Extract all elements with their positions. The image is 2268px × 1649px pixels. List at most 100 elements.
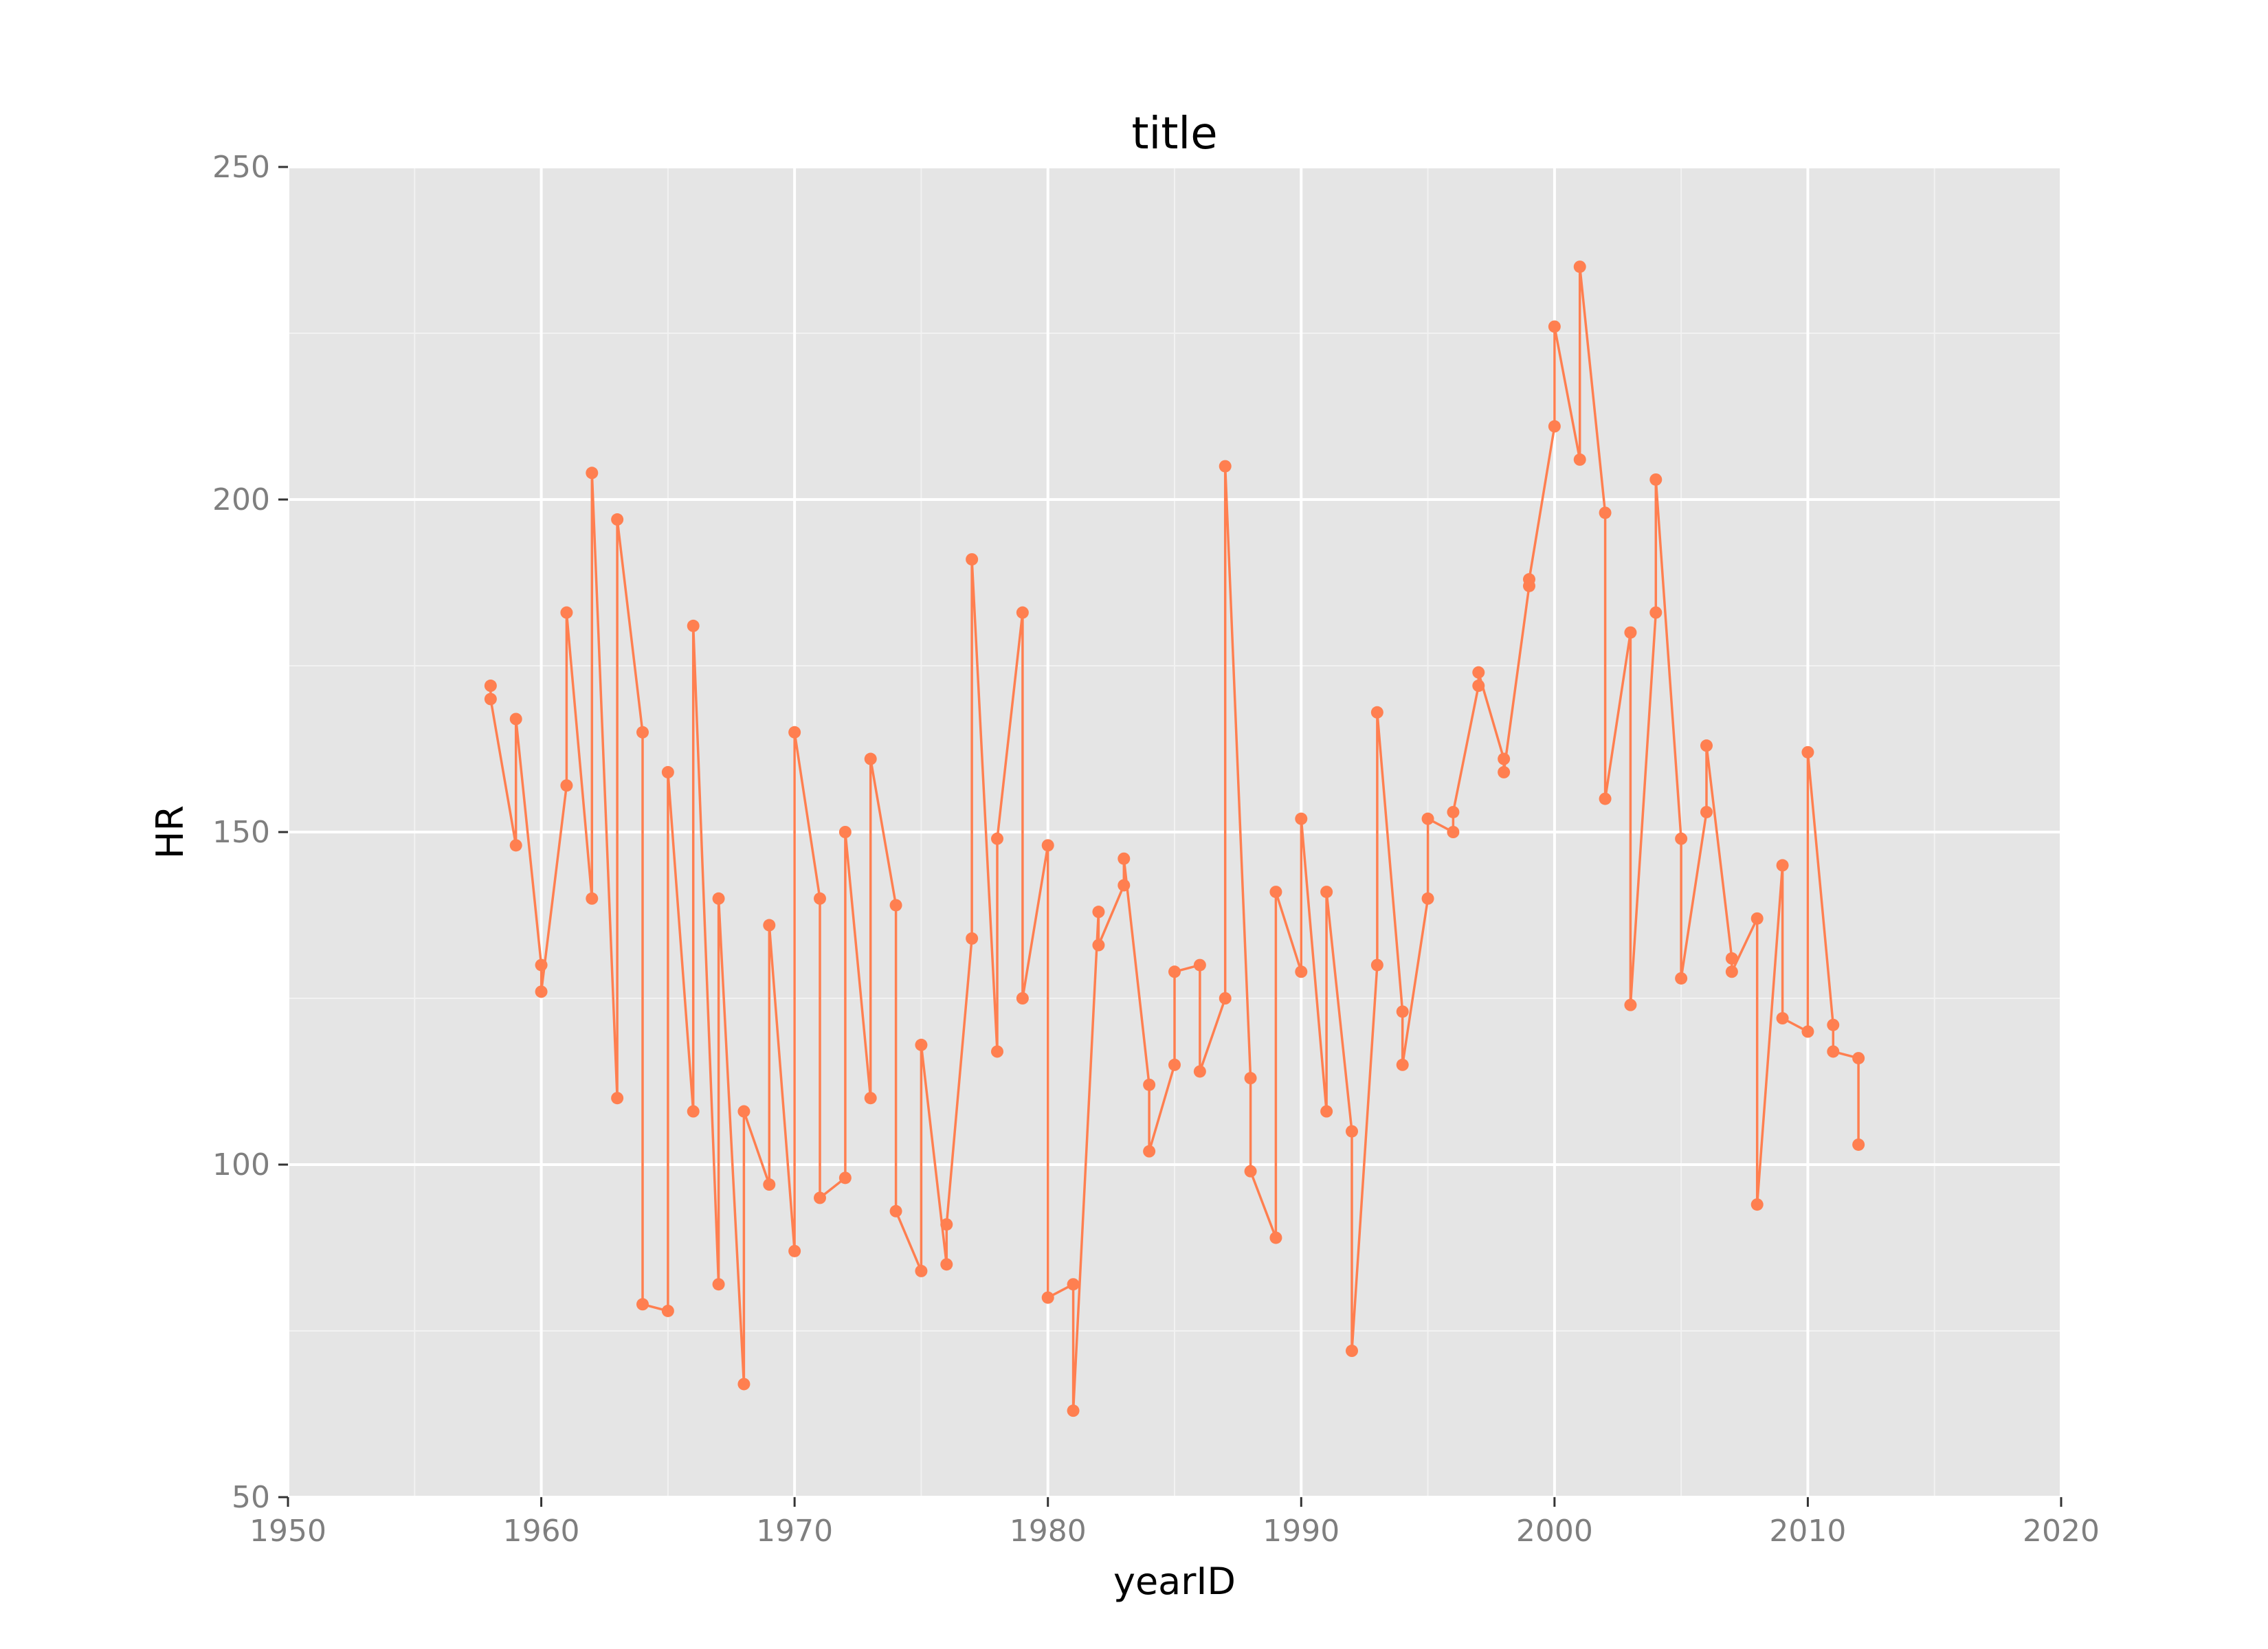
data-point bbox=[1016, 992, 1029, 1005]
data-point bbox=[1320, 1105, 1333, 1118]
x-tick-label: 2000 bbox=[1516, 1514, 1593, 1549]
data-point bbox=[1599, 506, 1612, 519]
data-point bbox=[1700, 805, 1713, 818]
data-point bbox=[560, 779, 573, 792]
data-point bbox=[763, 1178, 776, 1191]
axes: 1950 1960 1970 1980 1990 2000 2010 2020 50 100 150… bbox=[212, 150, 2100, 1549]
data-point bbox=[1725, 965, 1738, 978]
data-point bbox=[1523, 573, 1535, 586]
data-point bbox=[1700, 739, 1713, 752]
data-point bbox=[687, 619, 700, 632]
x-tick-label: 1990 bbox=[1263, 1514, 1339, 1549]
data-point bbox=[1219, 992, 1232, 1005]
data-point bbox=[1447, 805, 1460, 818]
data-point bbox=[940, 1218, 953, 1231]
series-line bbox=[489, 265, 1860, 1412]
data-point bbox=[1801, 1025, 1814, 1038]
data-point bbox=[1776, 859, 1789, 872]
data-point bbox=[560, 606, 573, 619]
data-point bbox=[1092, 906, 1105, 919]
data-point bbox=[1827, 1045, 1840, 1058]
data-point bbox=[484, 693, 497, 706]
data-point bbox=[864, 752, 877, 765]
data-point bbox=[966, 932, 979, 945]
data-point bbox=[788, 726, 801, 739]
x-tick-label: 2010 bbox=[1769, 1514, 1846, 1549]
data-point bbox=[1168, 1058, 1181, 1071]
x-tick-label: 1950 bbox=[249, 1514, 326, 1549]
data-point bbox=[1269, 886, 1282, 899]
data-point bbox=[1143, 1145, 1156, 1158]
data-point bbox=[1421, 892, 1434, 905]
data-point bbox=[636, 1298, 649, 1311]
data-point bbox=[1852, 1138, 1865, 1151]
data-point bbox=[814, 1191, 826, 1204]
data-point bbox=[889, 1204, 902, 1218]
data-point bbox=[838, 826, 852, 838]
data-point bbox=[1750, 1198, 1764, 1211]
data-point bbox=[1346, 1345, 1358, 1358]
x-axis-label: yearID bbox=[1113, 1560, 1236, 1603]
data-point bbox=[1624, 998, 1637, 1011]
data-point bbox=[940, 1258, 953, 1271]
data-point bbox=[484, 680, 497, 693]
data-point bbox=[1320, 886, 1333, 899]
data-point bbox=[838, 1171, 852, 1185]
data-point bbox=[1675, 832, 1688, 845]
data-point bbox=[1472, 680, 1485, 693]
y-tick-label: 200 bbox=[212, 482, 270, 517]
data-point bbox=[1649, 473, 1663, 486]
data-point bbox=[1346, 1125, 1358, 1138]
data-point bbox=[1447, 826, 1460, 838]
chart-title: title bbox=[1131, 109, 1217, 159]
data-point bbox=[712, 892, 725, 905]
data-point bbox=[535, 985, 548, 998]
data-point bbox=[1244, 1165, 1257, 1178]
data-point bbox=[1193, 958, 1206, 972]
data-point bbox=[1649, 606, 1663, 619]
data-point bbox=[1750, 912, 1764, 925]
data-point bbox=[509, 713, 522, 726]
data-point bbox=[1370, 958, 1383, 972]
data-point bbox=[763, 919, 776, 932]
data-point bbox=[712, 1278, 725, 1291]
data-point bbox=[586, 892, 599, 905]
data-point bbox=[687, 1105, 700, 1118]
data-point bbox=[1269, 1231, 1282, 1244]
x-tick-label: 1980 bbox=[1010, 1514, 1087, 1549]
data-point bbox=[1599, 792, 1612, 805]
data-point bbox=[535, 958, 548, 972]
data-point bbox=[1118, 879, 1131, 892]
data-point bbox=[966, 553, 979, 566]
data-point bbox=[636, 726, 649, 739]
data-point bbox=[611, 1092, 624, 1105]
data-point bbox=[889, 899, 902, 912]
data-point bbox=[1624, 626, 1637, 639]
data-point bbox=[1573, 260, 1586, 273]
data-point bbox=[915, 1038, 928, 1051]
data-point bbox=[1219, 460, 1232, 473]
data-point bbox=[1067, 1404, 1080, 1417]
data-point bbox=[1067, 1278, 1080, 1291]
y-tick-label: 100 bbox=[212, 1147, 270, 1182]
x-tick-label: 1960 bbox=[503, 1514, 580, 1549]
x-tick-label: 1970 bbox=[756, 1514, 833, 1549]
data-point bbox=[1016, 606, 1029, 619]
data-point bbox=[1143, 1078, 1156, 1091]
data-point bbox=[1852, 1052, 1865, 1065]
data-point bbox=[1675, 972, 1688, 985]
data-point bbox=[737, 1105, 751, 1118]
data-point bbox=[509, 839, 522, 852]
y-tick-label: 150 bbox=[212, 815, 270, 850]
data-point bbox=[1041, 1291, 1054, 1304]
data-point bbox=[1801, 745, 1814, 759]
data-point bbox=[1776, 1012, 1789, 1025]
data-point bbox=[737, 1378, 751, 1391]
data-point bbox=[1573, 453, 1586, 466]
data-point bbox=[915, 1264, 928, 1277]
data-point bbox=[611, 513, 624, 526]
data-point bbox=[814, 892, 826, 905]
y-axis-label: HR bbox=[148, 805, 192, 859]
data-point bbox=[1725, 952, 1738, 965]
